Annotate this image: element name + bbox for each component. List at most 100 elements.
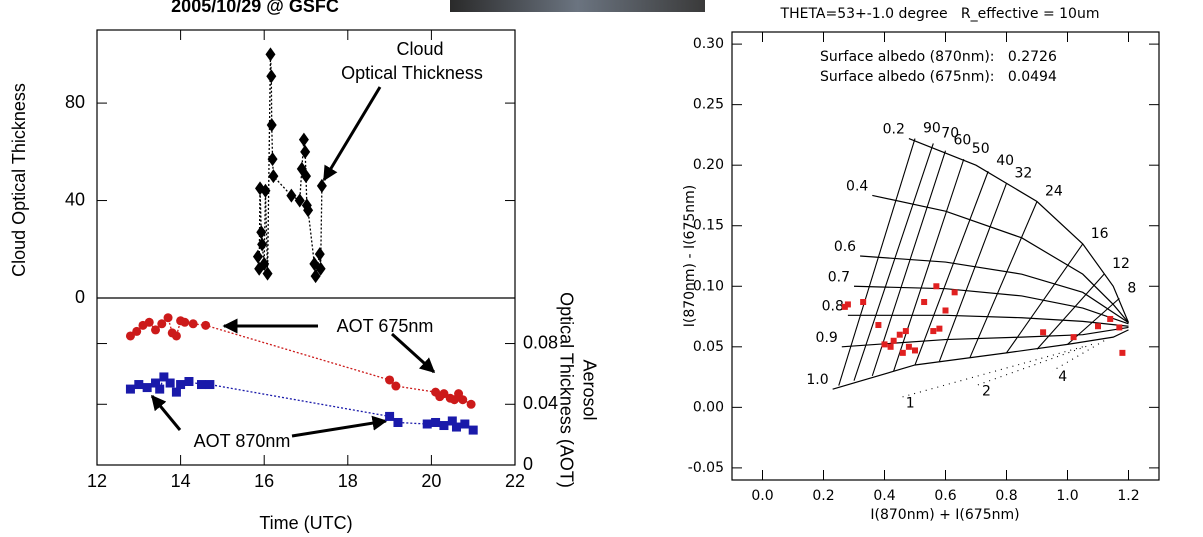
data-point [125, 384, 135, 394]
annotation: Cloud [396, 39, 443, 59]
data-point [936, 325, 943, 332]
albedo-curve [908, 137, 1130, 323]
data-point [132, 326, 142, 336]
tau-line [969, 201, 1038, 358]
tau-label: 60 [954, 133, 972, 149]
chart-title: 2005/10/29 @ GSFC [171, 0, 339, 16]
data-point [184, 377, 194, 386]
y-tick-label: 0.05 [693, 339, 724, 355]
x-tick-label: 0.2 [812, 488, 834, 504]
data-point [252, 249, 263, 264]
data-point [188, 319, 198, 329]
albedo-label: 0.8 [822, 298, 844, 314]
data-point [422, 419, 432, 429]
y-tick-label: 0.25 [693, 97, 724, 113]
x-tick-label: 22 [505, 471, 525, 491]
data-point [875, 322, 882, 329]
data-point [458, 395, 468, 405]
tau-label: 90 [923, 121, 941, 137]
data-point [881, 341, 888, 348]
annotation: Optical Thickness [341, 63, 483, 83]
data-point [144, 317, 154, 327]
albedo-curve [853, 285, 1129, 325]
x-tick-label: 0.8 [995, 488, 1017, 504]
arrow [322, 86, 382, 182]
data-point [159, 372, 169, 382]
data-point [393, 417, 403, 427]
data-point [266, 69, 277, 84]
y-axis-label: Cloud Optical Thickness [9, 83, 29, 277]
data-point [155, 384, 165, 394]
albedo-label: 0.9 [816, 330, 838, 346]
albedo-curve [847, 314, 1129, 327]
series-line [257, 54, 323, 277]
data-point [1070, 334, 1077, 341]
tau-label: 12 [1112, 256, 1130, 272]
data-point [315, 261, 326, 276]
data-point [286, 188, 297, 203]
tau-label: 1 [906, 396, 915, 412]
data-point [1116, 324, 1123, 331]
data-point [165, 378, 175, 388]
data-point [205, 380, 215, 390]
annotation: Surface albedo (870nm): 0.2726 [820, 49, 1057, 65]
data-point [298, 132, 309, 147]
data-point [890, 337, 897, 344]
y-axis-label: I(870nm) - I(675nm) [682, 185, 698, 328]
albedo-label: 1.0 [806, 372, 828, 388]
data-point [303, 203, 314, 218]
data-point [262, 266, 273, 281]
data-point [300, 144, 311, 159]
data-point [460, 419, 470, 429]
data-point [466, 399, 476, 409]
y-tick-label: 0.04 [523, 393, 558, 413]
time-series-panel: 0 40 80 2005/10/29 @ GSFC Cloud Optical Thic… [9, 0, 600, 533]
albedo-label: 0.2 [883, 122, 905, 138]
tau-line [871, 150, 947, 377]
albedo-curve [872, 194, 1129, 323]
x-tick-label: 18 [338, 471, 358, 491]
data-point [1107, 315, 1114, 322]
albedo-label: 0.6 [834, 239, 856, 255]
tau-line [1051, 340, 1105, 372]
plot-frame [96, 29, 516, 466]
tau-line [893, 158, 965, 372]
data-point [1040, 329, 1047, 336]
tau-line [838, 138, 916, 386]
tau-label: 40 [996, 153, 1014, 169]
data-point [930, 328, 937, 335]
data-point [905, 343, 912, 350]
data-point [257, 237, 268, 252]
data-point [266, 118, 277, 133]
data-point [1095, 323, 1101, 330]
data-point [163, 313, 173, 323]
tau-line [1036, 273, 1105, 350]
y-tick-label: 40 [65, 189, 85, 209]
y-tick-label: 0.08 [523, 332, 558, 352]
tau-line [975, 343, 1093, 387]
plot-frame [731, 31, 1160, 481]
data-point [176, 380, 186, 390]
albedo-label: 0.4 [846, 178, 868, 194]
data-point [197, 380, 206, 390]
data-point [841, 303, 848, 310]
data-point [256, 225, 267, 240]
y-tick-label: 80 [65, 92, 85, 112]
tau-line [1006, 243, 1084, 354]
y-tick-label: 0.10 [693, 278, 724, 294]
annotation: Surface albedo (675nm): 0.0494 [820, 69, 1057, 85]
data-point [134, 380, 144, 390]
x-tick-label: 16 [254, 471, 274, 491]
tau-label: 4 [1058, 369, 1067, 385]
data-point [171, 331, 181, 341]
y-axis-label: Aerosol [579, 359, 599, 420]
data-point [468, 425, 478, 435]
tau-line [853, 143, 934, 381]
data-point [151, 378, 161, 388]
data-point [265, 47, 276, 62]
data-point [921, 299, 928, 306]
x-tick-label: 14 [171, 471, 191, 491]
data-point [316, 178, 327, 193]
data-point [860, 299, 867, 306]
